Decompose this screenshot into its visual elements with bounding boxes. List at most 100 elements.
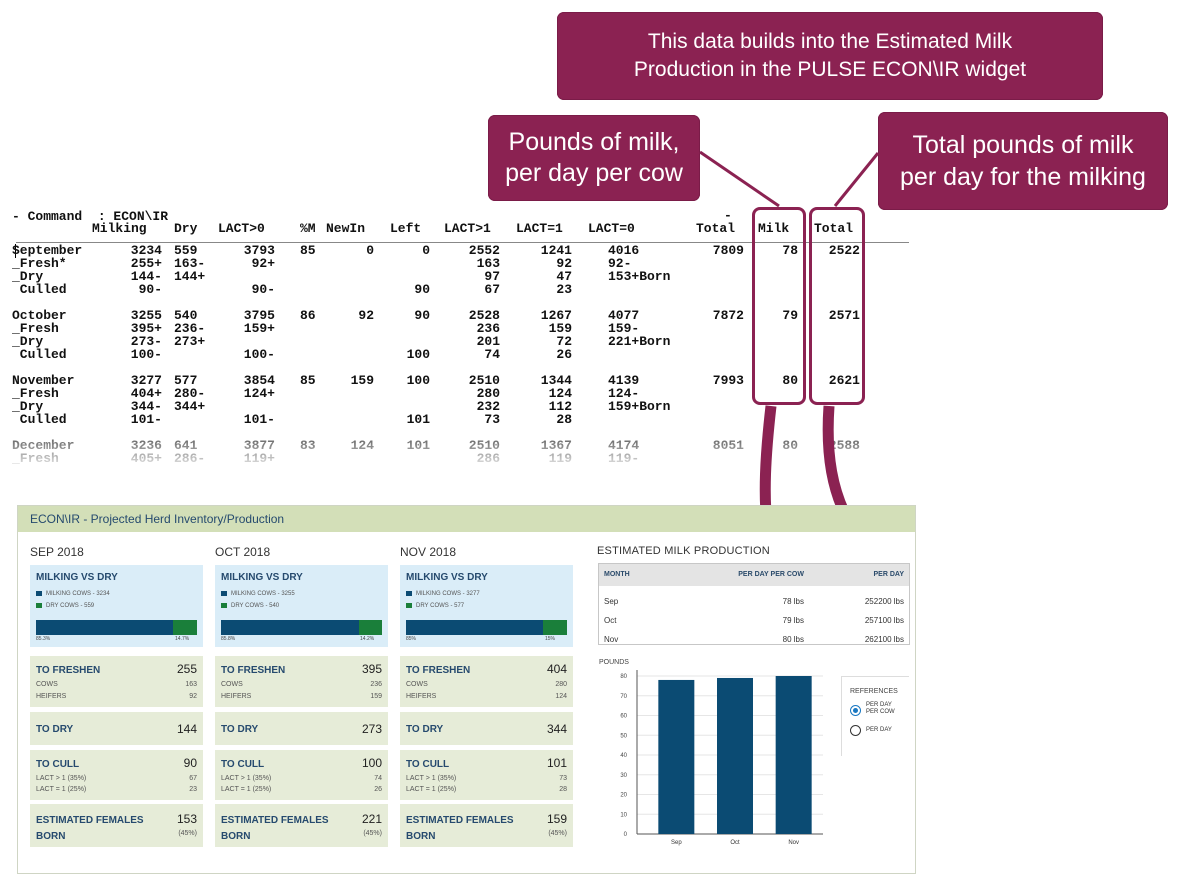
to-dry-title: TO DRY bbox=[221, 724, 259, 735]
terminal-cursor bbox=[15, 244, 16, 258]
terminal-cell-total: 7993 bbox=[712, 373, 744, 388]
to-freshen-value: 255 bbox=[176, 662, 197, 676]
terminal-cell-lact-gt1: 73 bbox=[484, 412, 500, 427]
terminal-cell-milking: 144- bbox=[130, 269, 162, 284]
est-females-pct: (45%) bbox=[548, 830, 567, 837]
terminal-cell-lact-eq0: 221+Born bbox=[608, 334, 671, 349]
terminal-cell-lact-eq1: 112 bbox=[548, 399, 572, 414]
terminal-row: _Fresh* 255+ 163- 92+ 163 92 92- bbox=[12, 257, 912, 270]
terminal-cell-lact-eq1: 1267 bbox=[540, 308, 572, 323]
terminal-header-row: Milking Dry LACT>0 %M NewIn Left LACT>1 … bbox=[12, 222, 912, 235]
terminal-cell-milking: 100- bbox=[130, 347, 162, 362]
month-title: SEP 2018 bbox=[30, 545, 84, 559]
radio-per-day-per-cow[interactable] bbox=[850, 705, 861, 716]
row-month: Nov bbox=[604, 635, 619, 644]
terminal-cell-total2: 2571 bbox=[828, 308, 860, 323]
terminal-cell-milking: 3277 bbox=[130, 373, 162, 388]
to-dry-value: 344 bbox=[546, 722, 567, 736]
cows-label: COWS bbox=[406, 681, 428, 688]
chart-y-tick-label: 20 bbox=[620, 793, 627, 799]
terminal-cell-milking: 255+ bbox=[130, 256, 162, 271]
terminal-cell-lact-gt1: 163 bbox=[476, 256, 500, 271]
terminal-cell-pm: 85 bbox=[300, 243, 316, 258]
milking-pct: 85% bbox=[406, 636, 417, 642]
to-dry-card: TO DRY 344 bbox=[400, 712, 573, 745]
terminal-cell-lact-gt1: 201 bbox=[476, 334, 500, 349]
references-title: REFERENCES bbox=[850, 688, 898, 695]
est-females-born: BORN bbox=[221, 831, 251, 842]
chart-bar bbox=[658, 679, 695, 834]
lact-eq1-label: LACT = 1 (25%) bbox=[36, 786, 87, 793]
chart-bar bbox=[775, 676, 812, 834]
terminal-cell-lact-gt1: 2510 bbox=[468, 373, 500, 388]
terminal-cell-lact-gt1: 67 bbox=[484, 282, 500, 297]
terminal-header: LACT=1 bbox=[516, 221, 563, 236]
terminal-cell-label: _Dry bbox=[12, 399, 44, 414]
chart-y-tick-label: 60 bbox=[620, 714, 627, 720]
to-dry-value: 144 bbox=[176, 722, 197, 736]
terminal-cell-pm: 86 bbox=[300, 308, 316, 323]
to-cull-value: 101 bbox=[546, 756, 567, 770]
month-title: NOV 2018 bbox=[400, 545, 457, 559]
dry-bar-segment bbox=[542, 620, 567, 635]
terminal-cell-lact0: 3795 bbox=[243, 308, 275, 323]
to-dry-title: TO DRY bbox=[406, 724, 444, 735]
to-cull-value: 100 bbox=[361, 756, 382, 770]
callout-total-pounds: Total pounds of milk per day for the mil… bbox=[878, 112, 1168, 210]
terminal-cell-label: _Dry bbox=[12, 334, 44, 349]
terminal-row: Culled 100- 100- 100 74 26 bbox=[12, 348, 912, 361]
terminal-cell-newin: 92 bbox=[358, 308, 374, 323]
references-panel: REFERENCES PER DAY PER COW PER DAY bbox=[841, 676, 909, 756]
callout-total-pounds-text: Total pounds of milk per day for the mil… bbox=[900, 131, 1146, 191]
terminal-cell-dry: 144+ bbox=[174, 269, 206, 284]
terminal-cell-lact-gt1: 74 bbox=[484, 347, 500, 362]
dry-pct: 15% bbox=[545, 636, 556, 642]
terminal-output: - Command : ECON\IR - Milking Dry LACT>0… bbox=[12, 207, 912, 464]
terminal-row: _Dry 273- 273+ 201 72 221+Born bbox=[12, 335, 912, 348]
to-freshen-card: TO FRESHEN 404 COWS 280 HEIFERS 124 bbox=[400, 656, 573, 707]
estimated-table-header: MONTH PER DAY PER COW PER DAY bbox=[599, 564, 909, 586]
terminal-cell-total: 7809 bbox=[712, 243, 744, 258]
est-females-title: ESTIMATED FEMALES bbox=[36, 815, 144, 826]
terminal-cell-lact-eq0: 4016 bbox=[608, 243, 640, 258]
est-females-value: 221 bbox=[361, 812, 382, 826]
terminal-cell-milking: 90- bbox=[138, 282, 162, 297]
to-cull-card: TO CULL 101 LACT > 1 (35%) 73 LACT = 1 (… bbox=[400, 750, 573, 800]
terminal-row: Culled 101- 101- 101 73 28 bbox=[12, 413, 912, 426]
to-freshen-card: TO FRESHEN 395 COWS 236 HEIFERS 159 bbox=[215, 656, 388, 707]
est-females-value: 153 bbox=[176, 812, 197, 826]
chart-x-tick-label: Nov bbox=[788, 840, 799, 846]
milking-bar-segment bbox=[221, 620, 360, 635]
legend-dry: DRY COWS - 577 bbox=[406, 603, 464, 609]
to-freshen-title: TO FRESHEN bbox=[406, 665, 471, 676]
card-title: MILKING VS DRY bbox=[36, 572, 118, 583]
to-freshen-value: 395 bbox=[361, 662, 382, 676]
heifers-value: 92 bbox=[189, 693, 197, 700]
terminal-cell-lact0: 3854 bbox=[243, 373, 275, 388]
terminal-cell-lact-eq1: 47 bbox=[556, 269, 572, 284]
milking-bar-segment bbox=[36, 620, 174, 635]
dry-bar-segment bbox=[173, 620, 197, 635]
legend-dry: DRY COWS - 540 bbox=[221, 603, 279, 609]
dry-swatch-icon bbox=[406, 603, 412, 608]
radio-label-per-day-per-cow[interactable]: PER DAY PER COW bbox=[866, 702, 895, 715]
terminal-cell-lact0: 3793 bbox=[243, 243, 275, 258]
legend-dry-label: DRY COWS - 559 bbox=[46, 603, 95, 610]
terminal-fade bbox=[12, 433, 912, 464]
to-cull-card: TO CULL 100 LACT > 1 (35%) 74 LACT = 1 (… bbox=[215, 750, 388, 800]
milking-vs-dry-card: MILKING VS DRY MILKING COWS - 3234 DRY C… bbox=[30, 565, 203, 647]
terminal-cell-newin: 0 bbox=[366, 243, 374, 258]
radio-label-per-day[interactable]: PER DAY bbox=[866, 727, 892, 733]
row-per-day: 257100 lbs bbox=[864, 616, 904, 625]
widget-title: ECON\IR - Projected Herd Inventory/Produ… bbox=[18, 506, 915, 532]
heifers-label: HEIFERS bbox=[36, 693, 67, 700]
terminal-cell-label: _Dry bbox=[12, 269, 44, 284]
terminal-cell-lact0: 159+ bbox=[243, 321, 275, 336]
to-freshen-value: 404 bbox=[546, 662, 567, 676]
terminal-cell-lact-gt1: 97 bbox=[484, 269, 500, 284]
radio-per-day[interactable] bbox=[850, 725, 861, 736]
milking-swatch-icon bbox=[221, 591, 227, 596]
cows-label: COWS bbox=[221, 681, 243, 688]
legend-milking: MILKING COWS - 3255 bbox=[221, 591, 295, 597]
est-females-born: BORN bbox=[406, 831, 436, 842]
